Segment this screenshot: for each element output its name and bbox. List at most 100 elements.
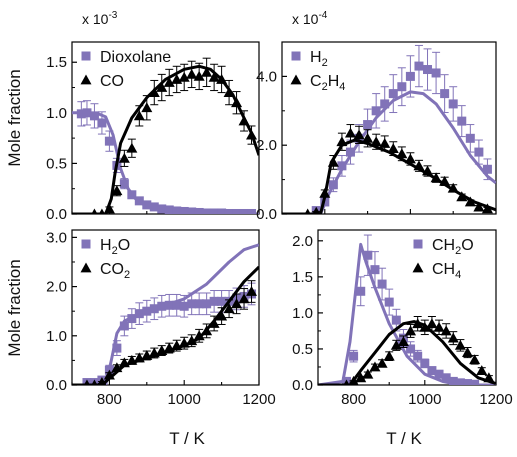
data-point-1 <box>216 310 228 321</box>
data-point-0 <box>142 200 152 210</box>
data-point-0 <box>224 208 234 214</box>
data-point-0 <box>474 147 484 157</box>
data-point-0 <box>405 71 415 81</box>
panels: 0.0 0.5 1.0 1.5 x 10-3 Dioxolane CO 0.0 2.0 4.0 x … <box>46 10 513 408</box>
legend-marker-1 <box>412 262 424 273</box>
data-point-0 <box>427 366 437 376</box>
data-point-0 <box>97 118 107 128</box>
data-point-1 <box>231 298 243 309</box>
data-point-1 <box>362 132 374 143</box>
plot-frame <box>317 229 497 386</box>
data-point-0 <box>363 120 373 130</box>
data-point-0 <box>134 196 144 206</box>
data-point-0 <box>431 68 441 78</box>
data-point-0 <box>448 99 458 109</box>
data-point-1 <box>208 317 220 328</box>
data-point-1 <box>387 143 399 154</box>
data-layer <box>72 243 259 385</box>
data-point-1 <box>91 379 98 385</box>
data-point-0 <box>470 379 480 385</box>
data-point-1 <box>369 361 381 372</box>
legend-label-2-1: CO2 <box>100 261 130 281</box>
data-point-1 <box>404 153 416 164</box>
legend-label-0-0: Dioxolane <box>100 49 171 66</box>
data-point-0 <box>420 358 430 368</box>
data-point-1 <box>348 375 359 385</box>
data-point-0 <box>465 133 475 143</box>
x-tick-label: 800 <box>341 391 366 408</box>
panel-top-left: 0.0 0.5 1.0 1.5 x 10-3 Dioxolane CO <box>46 10 260 223</box>
x-tick-label: 1200 <box>242 391 275 408</box>
legend-marker-0 <box>81 51 91 61</box>
y-tick-label: 0.5 <box>46 155 67 172</box>
plot-frame <box>281 41 497 215</box>
data-point-1 <box>426 318 438 329</box>
data-point-0 <box>194 299 204 309</box>
y-axis-title-bottom: Mole fraction <box>5 259 24 356</box>
data-point-0 <box>247 208 257 214</box>
legend-marker-1 <box>80 74 92 85</box>
data-point-1 <box>390 339 402 350</box>
data-point-0 <box>384 297 394 307</box>
data-point-1 <box>208 71 220 82</box>
y-tick-label: 2.0 <box>292 233 313 250</box>
data-point-0 <box>172 300 182 310</box>
data-point-0 <box>202 208 212 214</box>
data-point-0 <box>457 116 467 126</box>
data-point-0 <box>239 208 249 214</box>
data-point-0 <box>397 82 407 92</box>
data-point-1 <box>327 156 339 167</box>
data-point-1 <box>379 137 391 148</box>
data-point-0 <box>179 206 189 214</box>
y-tick-label: 2.0 <box>256 137 277 154</box>
data-point-1 <box>111 362 123 373</box>
data-point-0 <box>440 89 450 99</box>
data-point-1 <box>103 369 115 380</box>
data-point-1 <box>231 97 243 108</box>
data-point-1 <box>148 87 160 97</box>
x-tick-label: 1000 <box>168 391 201 408</box>
data-point-1 <box>344 127 356 138</box>
data-point-0 <box>414 61 424 71</box>
data-point-1 <box>133 110 145 121</box>
data-point-1 <box>319 187 331 198</box>
data-point-0 <box>448 376 458 385</box>
data-point-0 <box>217 296 227 306</box>
legend-marker-1 <box>80 262 92 273</box>
data-point-1 <box>336 136 348 147</box>
data-point-1 <box>355 372 367 383</box>
y-tick-label: 1.0 <box>292 305 313 322</box>
data-point-1 <box>186 68 198 79</box>
data-point-0 <box>164 300 174 310</box>
data-point-0 <box>434 369 444 379</box>
x-axis-title-right: T / K <box>386 429 422 448</box>
y-tick-label: 0.0 <box>46 206 67 223</box>
data-point-0 <box>187 207 197 214</box>
data-point-1 <box>97 377 107 385</box>
legend-label-3-1: CH4 <box>432 261 461 281</box>
data-point-0 <box>209 296 219 306</box>
y-tick-label: 4.0 <box>256 68 277 85</box>
data-point-0 <box>209 208 219 214</box>
data-point-0 <box>134 309 144 319</box>
data-point-1 <box>473 201 485 212</box>
data-point-0 <box>127 190 137 200</box>
data-point-1 <box>413 160 425 171</box>
data-point-1 <box>456 191 468 202</box>
data-point-0 <box>349 351 359 361</box>
data-point-1 <box>440 325 452 336</box>
data-point-0 <box>149 202 159 212</box>
legend: CH2O CH4 <box>412 237 474 281</box>
data-point-0 <box>232 208 242 214</box>
legend: Dioxolane CO <box>80 49 171 90</box>
data-point-1 <box>111 185 123 196</box>
data-point-1 <box>126 142 138 153</box>
data-point-0 <box>179 301 189 311</box>
y-tick-label: 2.0 <box>46 279 67 296</box>
data-point-1 <box>246 129 258 140</box>
data-point-0 <box>388 89 398 99</box>
y-tick-label: 0.0 <box>256 206 277 223</box>
legend-label-1-1: C2H4 <box>310 73 345 93</box>
data-point-1 <box>201 325 213 336</box>
